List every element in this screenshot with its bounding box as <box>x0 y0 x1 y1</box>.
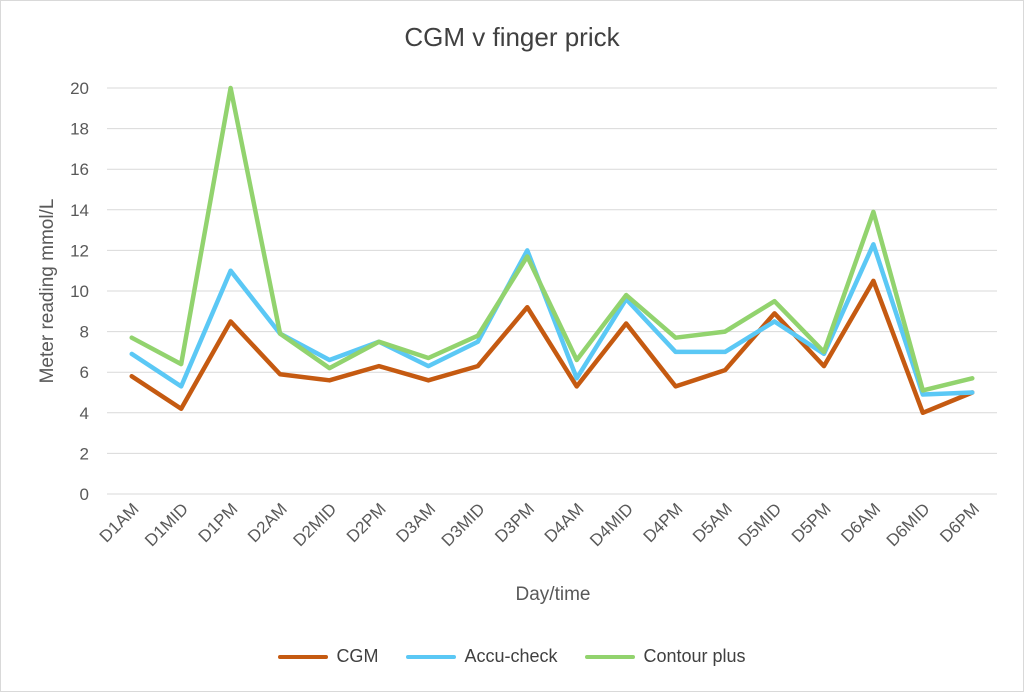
series-line-accu-check <box>129 242 975 397</box>
legend-swatch <box>278 654 329 659</box>
x-tick-label: D4AM <box>541 499 588 546</box>
series-line-contour-plus <box>129 85 975 393</box>
x-tick-label: D5PM <box>788 499 835 546</box>
legend-item: Contour plus <box>585 646 746 667</box>
x-tick-label: D2PM <box>343 499 390 546</box>
y-tick-label: 12 <box>70 241 89 260</box>
x-tick-label: D3PM <box>491 499 538 546</box>
x-tick-label: D3MID <box>438 499 489 550</box>
y-tick-label: 2 <box>80 444 89 463</box>
x-tick-label: D1MID <box>141 499 192 550</box>
y-tick-label: 16 <box>70 160 89 179</box>
y-tick-label: 6 <box>80 363 89 382</box>
x-tick-label: D4MID <box>586 499 637 550</box>
legend: CGM Accu-check Contour plus <box>0 646 1024 667</box>
x-tick-label: D6MID <box>883 499 934 550</box>
series-lines <box>129 85 975 416</box>
x-tick-label: D6AM <box>837 499 884 546</box>
x-tick-label: D2MID <box>289 499 340 550</box>
legend-label: Accu-check <box>464 646 558 666</box>
series-line-cgm <box>129 278 975 416</box>
x-tick-label: D6PM <box>936 499 983 546</box>
x-tick-label: D1PM <box>195 499 242 546</box>
y-tick-label: 10 <box>70 282 89 301</box>
legend-swatch <box>406 654 457 659</box>
y-axis-title: Meter reading mmol/L <box>37 199 58 384</box>
y-tick-label: 8 <box>80 323 89 342</box>
y-tick-label: 4 <box>80 404 89 423</box>
gridlines <box>107 87 997 495</box>
legend-item: Accu-check <box>406 646 557 667</box>
legend-label: Contour plus <box>643 646 746 666</box>
legend-swatch <box>585 654 636 659</box>
y-axis-ticks: 0 2 4 6 8 10 12 14 16 18 20 <box>70 79 89 504</box>
x-tick-label: D3AM <box>392 499 439 546</box>
x-tick-label: D5MID <box>734 499 785 550</box>
y-tick-label: 14 <box>70 201 89 220</box>
x-axis-title: Day/time <box>516 584 591 605</box>
x-tick-label: D2AM <box>244 499 291 546</box>
x-tick-label: D5AM <box>689 499 736 546</box>
y-tick-label: 18 <box>70 120 89 139</box>
chart-title: CGM v finger prick <box>404 22 620 52</box>
y-tick-label: 20 <box>70 79 89 98</box>
y-tick-label: 0 <box>80 485 89 504</box>
legend-label: CGM <box>336 646 379 666</box>
legend-item: CGM <box>278 646 378 667</box>
x-tick-label: D4PM <box>640 499 687 546</box>
x-tick-label: D1AM <box>96 499 143 546</box>
